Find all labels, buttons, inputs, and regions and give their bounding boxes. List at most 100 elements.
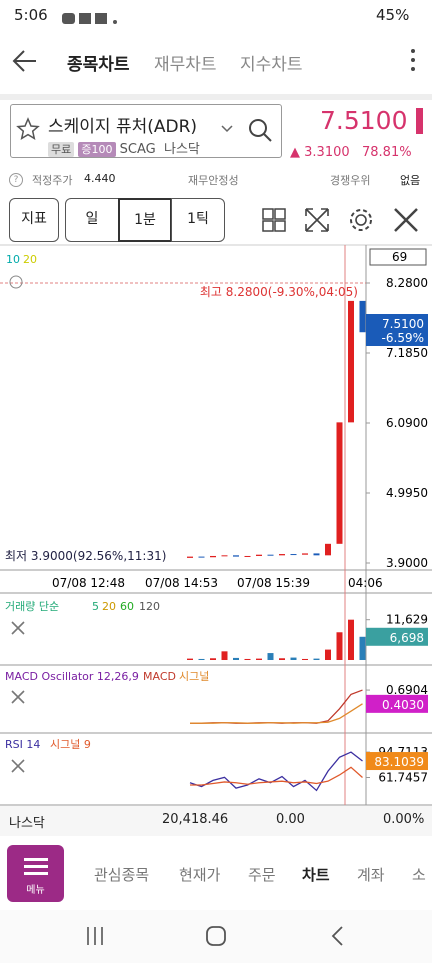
candle xyxy=(336,422,343,544)
search-icon[interactable] xyxy=(246,116,274,144)
rsi-title: RSI 14 xyxy=(5,738,40,751)
nav-tab[interactable]: 소 xyxy=(412,866,426,884)
period-button[interactable]: 일 xyxy=(65,198,119,242)
nav-tab[interactable]: 관심종목 xyxy=(94,866,150,884)
value-badge xyxy=(366,694,428,713)
close-panel[interactable] xyxy=(11,759,25,773)
close-panel[interactable] xyxy=(11,690,25,704)
x-tick-label: 07/08 14:53 xyxy=(145,576,218,590)
y-tick-label: 0.6904 xyxy=(386,683,428,697)
value-badge xyxy=(366,752,428,771)
divider xyxy=(0,94,432,100)
price-change: ▲ 3.3100 xyxy=(290,145,350,160)
stability-label: 재무안정성 xyxy=(188,174,239,187)
close-panel[interactable] xyxy=(11,621,25,635)
clock: 5:06 xyxy=(14,6,48,24)
market-change: 0.00 xyxy=(276,812,305,827)
value-badge-label: 83.1039 xyxy=(374,755,424,769)
back-button[interactable] xyxy=(10,46,40,76)
market-name: 나스닥 xyxy=(9,816,45,831)
fair-price: 4.440 xyxy=(84,172,116,185)
price-badge-value: 7.5100 xyxy=(382,317,424,331)
value-badge-label: 0.4030 xyxy=(382,698,424,712)
y-tick-label: 4.9950 xyxy=(386,486,428,500)
nav-tab-active[interactable]: 차트 xyxy=(302,866,330,884)
y-tick-label: 8.2800 xyxy=(386,276,428,290)
zoom-icon[interactable] xyxy=(9,275,23,289)
interval: 69 xyxy=(392,250,407,264)
volume-bar xyxy=(313,658,320,660)
volume-bar xyxy=(267,653,274,660)
candle xyxy=(210,555,216,558)
ma-period: 120 xyxy=(139,600,160,613)
volume-bar xyxy=(290,657,297,660)
candle xyxy=(244,555,251,557)
nav-tab[interactable]: 현재가 xyxy=(179,866,221,884)
y-tick-label: 3.9000 xyxy=(386,556,428,570)
menu-button[interactable]: 메뉴 xyxy=(7,845,64,902)
volume-bar xyxy=(336,632,343,660)
nav-tab[interactable]: 계좌 xyxy=(357,866,385,884)
indicator-button[interactable]: 지표 xyxy=(9,198,59,242)
tab-active[interactable]: 종목차트 xyxy=(67,55,130,75)
candle xyxy=(233,555,239,557)
ma-period: 5 xyxy=(92,600,99,613)
stock-search[interactable] xyxy=(10,104,282,158)
price-bar xyxy=(416,108,423,134)
candle xyxy=(221,555,228,557)
volume-bar xyxy=(348,619,354,660)
volume-bar xyxy=(359,636,366,660)
price-change-pct: 78.81% xyxy=(362,145,412,160)
tab[interactable]: 지수차트 xyxy=(240,55,303,75)
period-button-active[interactable]: 1분 xyxy=(118,198,172,242)
volume-bar xyxy=(325,649,331,660)
macd-series-name: 시그널 xyxy=(179,670,209,683)
candle xyxy=(256,554,262,556)
price-badge-change: -6.59% xyxy=(382,331,424,345)
y-tick-label: 11,629 xyxy=(386,613,428,627)
candle xyxy=(187,556,193,558)
system-buttons[interactable] xyxy=(80,924,360,948)
candle xyxy=(267,554,274,556)
volume-bar xyxy=(302,658,308,660)
y-tick-label: 6.0900 xyxy=(386,416,428,430)
macd-series-name: MACD xyxy=(143,670,176,683)
market: 나스닥 xyxy=(164,142,200,157)
candle xyxy=(348,300,354,423)
tab[interactable]: 재무차트 xyxy=(154,55,217,75)
help-icon[interactable]: ? xyxy=(9,173,23,187)
macd-title: MACD Oscillator 12,26,9 xyxy=(5,670,139,683)
volume-bar xyxy=(221,651,228,660)
volume-badge-label: 6,698 xyxy=(390,631,424,645)
system-nav xyxy=(0,910,432,963)
ma-period: 20 xyxy=(102,600,116,613)
volume-bar xyxy=(210,658,216,660)
change-value: 3.3100 xyxy=(304,145,350,160)
market-index: 20,418.46 xyxy=(162,812,229,827)
dropdown[interactable] xyxy=(220,124,234,134)
volume-badge xyxy=(366,627,428,646)
period-button[interactable]: 1틱 xyxy=(171,198,225,242)
volume-title: 거래량 단순 xyxy=(5,600,59,613)
favorite-star[interactable] xyxy=(16,117,40,141)
market-row xyxy=(0,806,432,836)
current-price: 7.5100 xyxy=(320,106,408,135)
x-tick-label: 07/08 15:39 xyxy=(237,576,310,590)
nav-tab[interactable]: 주문 xyxy=(248,866,276,884)
volume-bar xyxy=(233,657,239,660)
ma-period: 60 xyxy=(120,600,134,613)
volume-bar xyxy=(256,658,262,660)
interval-box[interactable] xyxy=(369,248,427,266)
stock-name: 스케이지 퓨처(ADR) xyxy=(48,117,198,137)
tool-icons[interactable] xyxy=(258,204,428,238)
candle xyxy=(325,543,331,556)
battery: 45% xyxy=(376,6,410,24)
volume-bar xyxy=(279,658,285,660)
y-tick-label: 61.7457 xyxy=(378,771,428,785)
ticker: SCAG xyxy=(119,142,156,157)
edge-value: 없음 xyxy=(400,174,421,187)
more-button[interactable] xyxy=(408,46,418,76)
price-badge xyxy=(366,314,428,346)
